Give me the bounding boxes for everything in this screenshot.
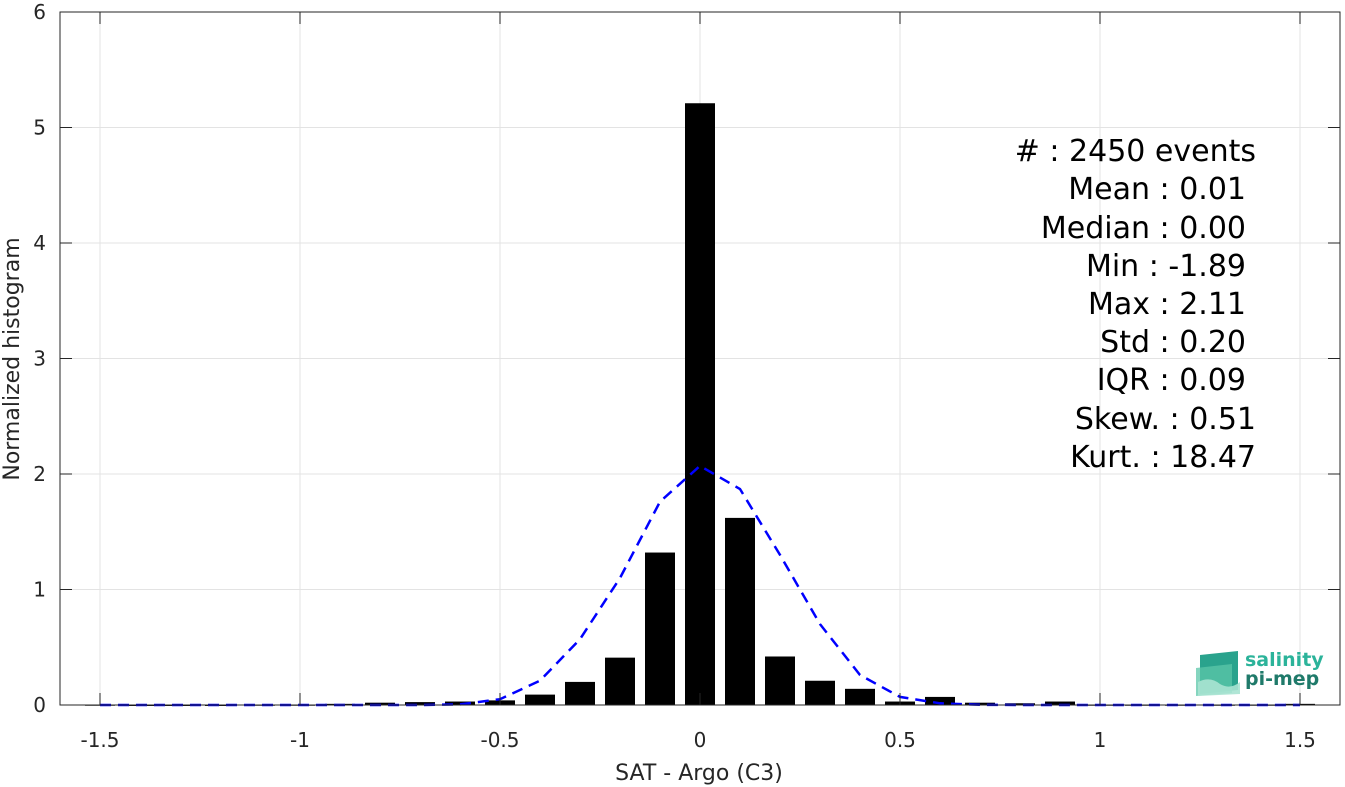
histogram-bar [645, 552, 675, 705]
x-tick-label: -1.5 [80, 728, 119, 752]
x-tick-label: 0.5 [884, 728, 916, 752]
x-axis-title: SAT - Argo (C3) [615, 761, 783, 786]
y-tick-label: 6 [33, 0, 46, 24]
axis-ticks [60, 11, 1340, 706]
histogram-bars [85, 103, 1315, 706]
x-tick-label: -0.5 [480, 728, 519, 752]
histogram-bar [765, 656, 795, 705]
logo-wave-icon [1196, 651, 1240, 696]
histogram-bar [1005, 703, 1035, 705]
statistics-annotation: # : 2450 events Mean : 0.01 Median : 0.0… [1015, 134, 1256, 475]
stat-median: Median : 0.00 [1041, 211, 1246, 246]
logo-text-pi-mep: pi-mep [1245, 668, 1319, 690]
x-tick-label: 1.5 [1284, 728, 1316, 752]
stat-iqr: IQR : 0.09 [1097, 363, 1246, 398]
x-tick-label: -1 [290, 728, 310, 752]
histogram-bar [605, 657, 635, 705]
histogram-bar [965, 702, 995, 705]
histogram-bar [685, 103, 715, 706]
x-tick-label: 0 [694, 728, 707, 752]
histogram-bar [845, 688, 875, 705]
y-tick-label: 3 [33, 347, 46, 371]
y-axis-title: Normalized histogram [0, 237, 25, 480]
y-tick-label: 4 [33, 231, 46, 255]
y-tick-label: 0 [33, 693, 46, 717]
histogram-bar [405, 702, 435, 705]
y-tick-label: 5 [33, 116, 46, 140]
stat-std: Std : 0.20 [1100, 325, 1246, 360]
stat-min: Min : -1.89 [1086, 249, 1246, 284]
stat-mean: Mean : 0.01 [1068, 172, 1246, 207]
y-tick-label: 2 [33, 462, 46, 486]
stat-skew: Skew. : 0.51 [1075, 402, 1256, 437]
stat-kurt: Kurt. : 18.47 [1070, 440, 1256, 475]
y-tick-labels: 0 1 2 3 4 5 6 [33, 0, 46, 717]
histogram-bar [925, 696, 955, 705]
histogram-bar [805, 680, 835, 705]
stat-events: # : 2450 events [1015, 134, 1256, 169]
histogram-bar [565, 681, 595, 705]
x-tick-label: 1 [1094, 728, 1107, 752]
y-tick-label: 1 [33, 578, 46, 602]
logo-text-salinity: salinity [1245, 649, 1324, 671]
salinity-pi-mep-logo: salinity pi-mep [1196, 649, 1324, 696]
histogram-bar [725, 517, 755, 705]
histogram-bar [525, 694, 555, 705]
stat-max: Max : 2.11 [1088, 287, 1246, 322]
x-tick-labels: -1.5 -1 -0.5 0 0.5 1 1.5 [80, 728, 1315, 752]
histogram-bar [1045, 701, 1075, 705]
